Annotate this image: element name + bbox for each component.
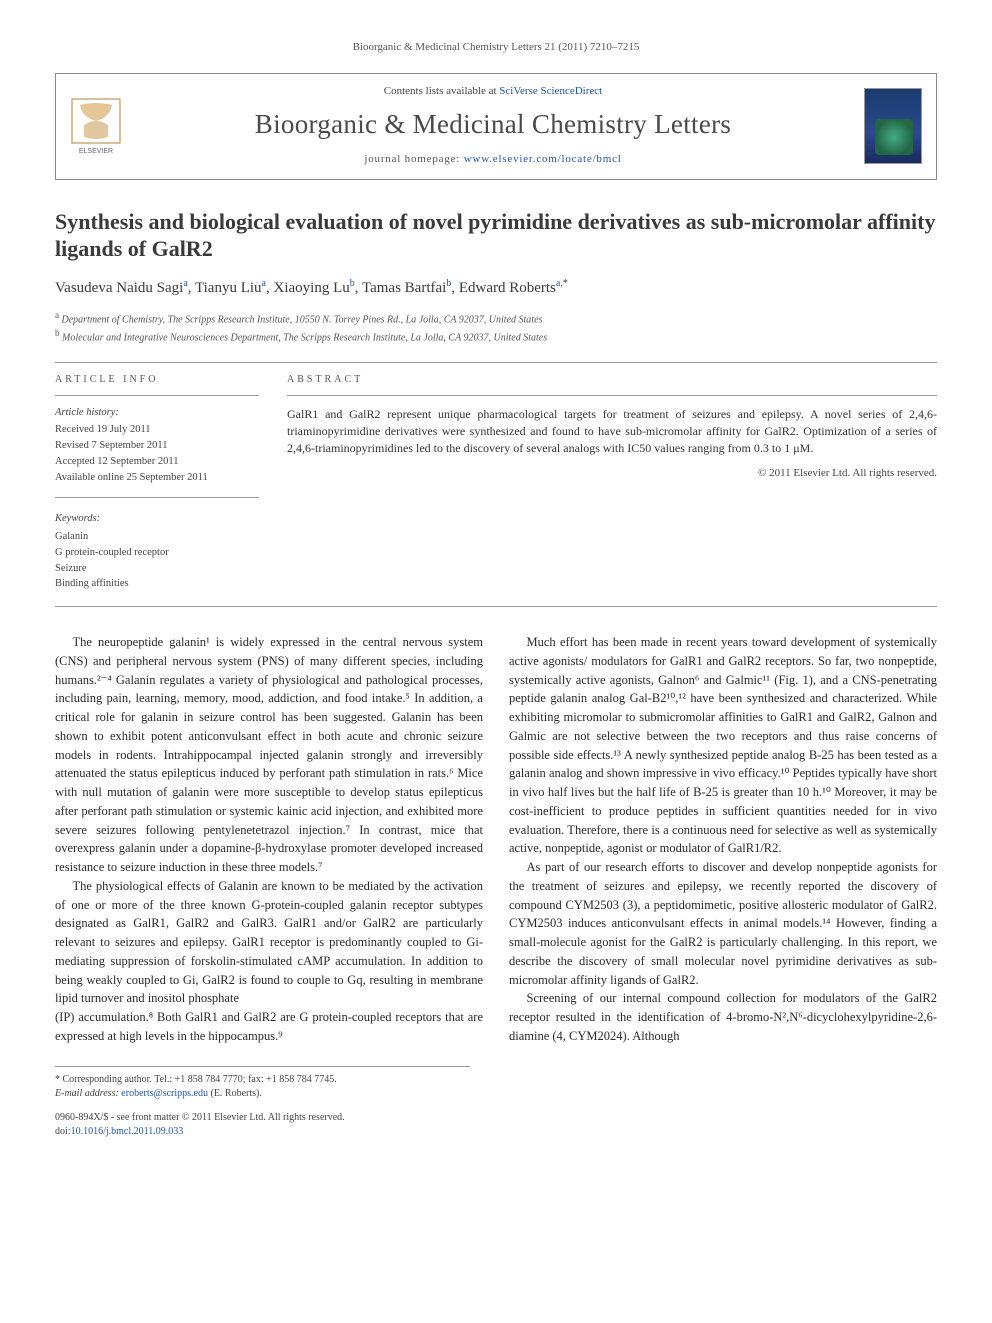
rule-info (55, 395, 259, 396)
running-head: Bioorganic & Medicinal Chemistry Letters… (55, 40, 937, 55)
affiliation-a: a Department of Chemistry, The Scripps R… (55, 309, 937, 327)
article-title: Synthesis and biological evaluation of n… (55, 208, 937, 263)
body-p3: (IP) accumulation.⁸ Both GalR1 and GalR2… (55, 1008, 483, 1046)
email-label: E-mail address: (55, 1088, 119, 1099)
author-1-aff: a (262, 278, 266, 289)
doi-line: doi:10.1016/j.bmcl.2011.09.033 (55, 1125, 345, 1139)
rule-top (55, 362, 937, 363)
email-suffix: (E. Roberts). (210, 1088, 261, 1099)
corresponding-asterisk: * (563, 278, 568, 289)
doi-link[interactable]: 10.1016/j.bmcl.2011.09.033 (71, 1126, 184, 1137)
aff-key-b: b (55, 328, 60, 338)
authors-line: Vasudeva Naidu Sagia, Tianyu Liua, Xiaoy… (55, 277, 937, 299)
keyword-0: Galanin (55, 529, 259, 545)
body-columns: The neuropeptide galanin¹ is widely expr… (55, 633, 937, 1046)
elsevier-logo-icon: ELSEVIER (70, 97, 122, 155)
author-4-aff: a, (556, 278, 563, 289)
body-p5: As part of our research efforts to disco… (509, 858, 937, 989)
body-p6: Screening of our internal compound colle… (509, 989, 937, 1045)
elsevier-logo-label: ELSEVIER (79, 148, 113, 155)
rule-bottom-meta (55, 606, 937, 607)
aff-text-a: Department of Chemistry, The Scripps Res… (62, 314, 543, 325)
article-info-heading: ARTICLE INFO (55, 373, 259, 387)
author-3: Tamas Bartfai (362, 280, 446, 296)
keywords-label: Keywords: (55, 512, 259, 527)
history-3: Available online 25 September 2011 (55, 470, 259, 486)
rule-keywords (55, 497, 259, 498)
journal-header-box: ELSEVIER Contents lists available at Sci… (55, 73, 937, 180)
keyword-2: Seizure (55, 561, 259, 577)
page-footer: 0960-894X/$ - see front matter © 2011 El… (55, 1111, 937, 1139)
keyword-1: G protein-coupled receptor (55, 545, 259, 561)
journal-name: Bioorganic & Medicinal Chemistry Letters (122, 106, 864, 144)
copyright-line: © 2011 Elsevier Ltd. All rights reserved… (287, 466, 937, 481)
footnote-block: * Corresponding author. Tel.: +1 858 784… (55, 1066, 470, 1101)
affiliation-b: b Molecular and Integrative Neuroscience… (55, 327, 937, 345)
author-2: Xiaoying Lu (274, 280, 350, 296)
affiliations: a Department of Chemistry, The Scripps R… (55, 309, 937, 346)
aff-text-b: Molecular and Integrative Neurosciences … (62, 333, 547, 344)
rule-abstract (287, 395, 937, 396)
aff-key-a: a (55, 310, 59, 320)
contents-available-line: Contents lists available at SciVerse Sci… (122, 84, 864, 99)
journal-cover-thumb-icon (864, 88, 922, 164)
homepage-prefix: journal homepage: (364, 153, 463, 165)
abstract-heading: ABSTRACT (287, 373, 937, 387)
author-3-aff: b (446, 278, 451, 289)
author-0: Vasudeva Naidu Sagi (55, 280, 183, 296)
contents-prefix: Contents lists available at (384, 85, 499, 97)
sciencedirect-link[interactable]: SciVerse ScienceDirect (499, 85, 602, 97)
author-4: Edward Roberts (459, 280, 556, 296)
history-2: Accepted 12 September 2011 (55, 454, 259, 470)
author-1: Tianyu Liu (195, 280, 262, 296)
issn-line: 0960-894X/$ - see front matter © 2011 El… (55, 1111, 345, 1125)
corresponding-author-note: * Corresponding author. Tel.: +1 858 784… (55, 1073, 470, 1087)
corresponding-email-link[interactable]: eroberts@scripps.edu (121, 1088, 208, 1099)
author-2-aff: b (350, 278, 355, 289)
abstract-text: GalR1 and GalR2 represent unique pharmac… (287, 406, 937, 458)
keyword-3: Binding affinities (55, 576, 259, 592)
body-p4: Much effort has been made in recent year… (509, 633, 937, 858)
meta-row: ARTICLE INFO Article history: Received 1… (55, 373, 937, 592)
journal-homepage-line: journal homepage: www.elsevier.com/locat… (122, 152, 864, 167)
doi-label: doi: (55, 1126, 71, 1137)
body-p2: The physiological effects of Galanin are… (55, 877, 483, 1008)
history-0: Received 19 July 2011 (55, 422, 259, 438)
history-1: Revised 7 September 2011 (55, 438, 259, 454)
body-p1: The neuropeptide galanin¹ is widely expr… (55, 633, 483, 877)
author-0-aff: a (183, 278, 187, 289)
history-label: Article history: (55, 406, 259, 421)
journal-homepage-link[interactable]: www.elsevier.com/locate/bmcl (464, 153, 622, 165)
email-line: E-mail address: eroberts@scripps.edu (E.… (55, 1087, 470, 1101)
